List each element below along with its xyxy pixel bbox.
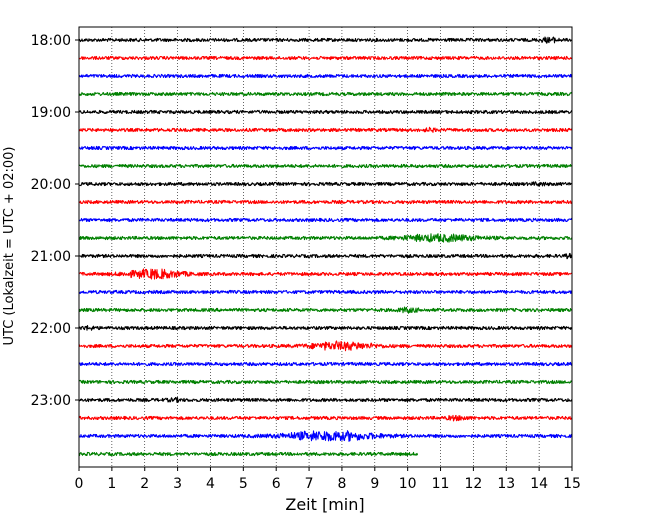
trace-1945 bbox=[78, 163, 573, 169]
trace-2330 bbox=[78, 430, 573, 442]
trace-1915 bbox=[78, 126, 573, 133]
trace-2300 bbox=[78, 396, 573, 403]
trace-2045 bbox=[78, 233, 573, 243]
trace-2030 bbox=[78, 217, 573, 223]
x-axis-label: Zeit [min] bbox=[285, 495, 364, 514]
trace-1830 bbox=[78, 73, 573, 79]
trace-2000 bbox=[78, 181, 573, 187]
x-tick-label: 5 bbox=[239, 476, 248, 492]
trace-1930 bbox=[78, 145, 573, 151]
plot-frame bbox=[78, 26, 573, 468]
x-tick-label: 3 bbox=[173, 476, 182, 492]
trace-2015 bbox=[78, 199, 573, 205]
y-axis-ticks: 18:00 19:00 20:00 21:00 22:00 23:00 bbox=[31, 33, 79, 409]
x-tick-label: 15 bbox=[563, 476, 581, 492]
x-tick-label: 4 bbox=[206, 476, 215, 492]
y-tick-label: 23:00 bbox=[31, 393, 71, 409]
trace-2315 bbox=[78, 414, 573, 422]
x-tick-label: 0 bbox=[75, 476, 84, 492]
x-tick-label: 11 bbox=[432, 476, 450, 492]
trace-2245 bbox=[78, 379, 573, 385]
x-axis-ticks: 0 1 2 3 4 5 6 7 8 9 10 11 12 13 14 15 bbox=[75, 467, 581, 492]
trace-layer bbox=[78, 36, 573, 457]
trace-1815 bbox=[78, 55, 573, 61]
x-tick-label: 7 bbox=[305, 476, 314, 492]
trace-2200 bbox=[78, 324, 573, 331]
x-tick-label: 8 bbox=[337, 476, 346, 492]
trace-2345 bbox=[78, 451, 419, 457]
x-tick-label: 14 bbox=[530, 476, 548, 492]
y-tick-label: 21:00 bbox=[31, 249, 71, 265]
trace-2130 bbox=[78, 289, 573, 295]
x-tick-label: 12 bbox=[464, 476, 482, 492]
trace-1800 bbox=[78, 36, 573, 44]
y-tick-label: 20:00 bbox=[31, 177, 71, 193]
trace-1845 bbox=[78, 91, 573, 97]
trace-2115 bbox=[78, 268, 573, 280]
x-tick-label: 9 bbox=[370, 476, 379, 492]
x-tick-label: 1 bbox=[107, 476, 116, 492]
y-tick-label: 19:00 bbox=[31, 105, 71, 121]
trace-1900 bbox=[78, 109, 573, 115]
grid-layer bbox=[111, 27, 540, 467]
trace-2145 bbox=[78, 306, 573, 314]
y-tick-label: 22:00 bbox=[31, 321, 71, 337]
y-tick-label: 18:00 bbox=[31, 33, 71, 49]
trace-2100 bbox=[78, 252, 573, 260]
y-axis-label: UTC (Lokalzeit = UTC + 02:00) bbox=[2, 147, 17, 346]
x-tick-label: 2 bbox=[140, 476, 149, 492]
x-tick-label: 6 bbox=[272, 476, 281, 492]
x-tick-label: 10 bbox=[399, 476, 417, 492]
trace-2215 bbox=[78, 340, 573, 352]
x-tick-label: 13 bbox=[497, 476, 515, 492]
trace-2230 bbox=[78, 361, 573, 367]
